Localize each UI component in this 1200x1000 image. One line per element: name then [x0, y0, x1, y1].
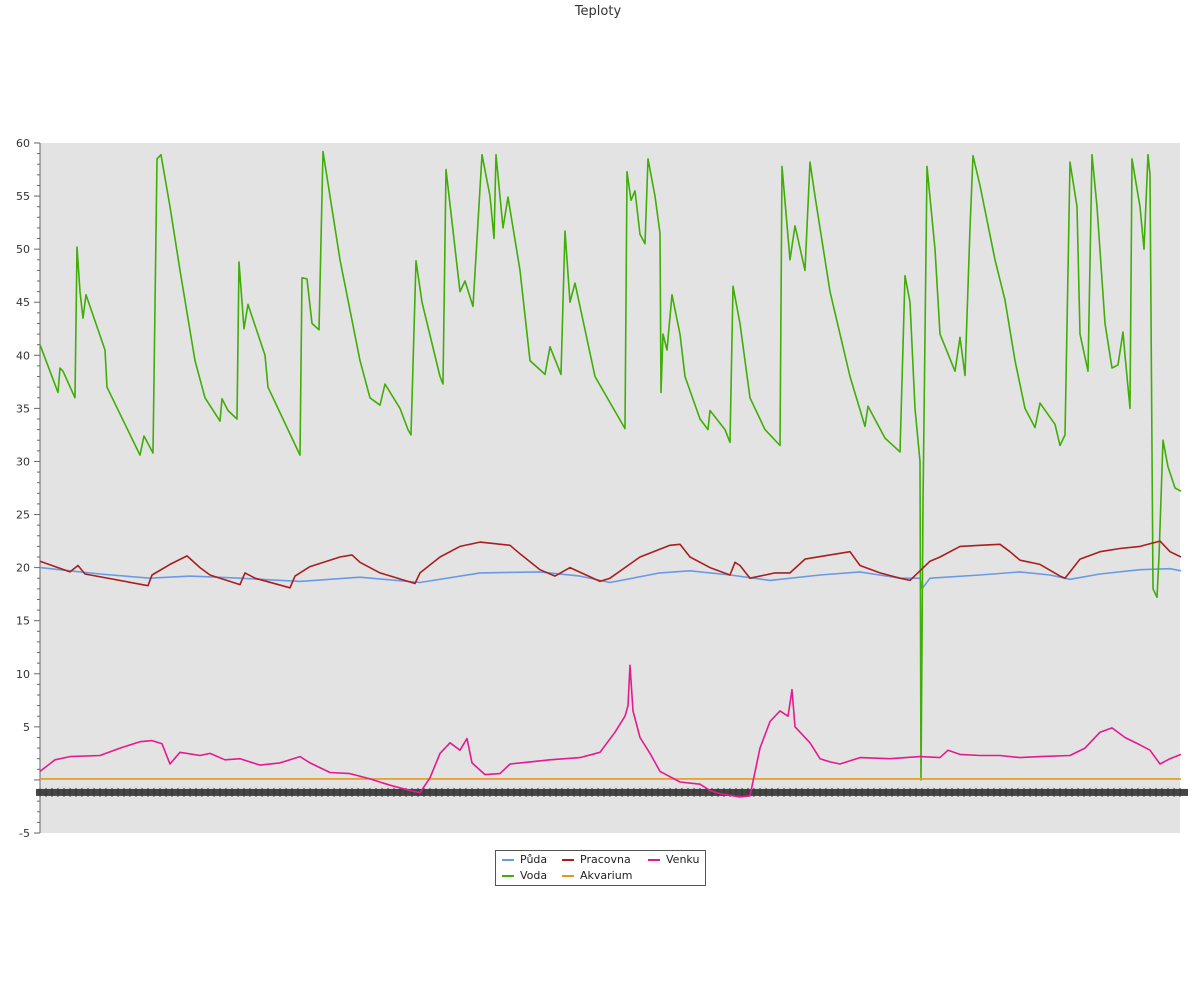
series-layer [39, 150, 1182, 798]
legend-label: Akvarium [580, 869, 633, 882]
plot-area [40, 143, 1180, 833]
legend-swatch [502, 875, 514, 877]
legend-label: Venku [666, 853, 700, 866]
legend-item: Pracovna [562, 853, 631, 867]
legend-label: Půda [520, 853, 548, 866]
y-tick-label: 60 [16, 137, 30, 150]
legend-item: Venku [648, 853, 699, 867]
y-tick-label: 55 [16, 190, 30, 203]
y-tick-label: 45 [16, 296, 30, 309]
y-tick-label: 35 [16, 402, 30, 415]
legend: Půda Pracovna Venku Voda Akvarium [495, 850, 706, 886]
x-axis [36, 787, 1188, 797]
y-tick-label: 30 [16, 455, 30, 468]
legend-swatch [648, 859, 660, 861]
x-tick-labels-overlapping [36, 788, 1188, 796]
legend-item: Akvarium [562, 869, 632, 883]
y-tick-label: 25 [16, 509, 30, 522]
legend-item: Půda [502, 853, 547, 867]
legend-label: Pracovna [580, 853, 631, 866]
series-line-venku [39, 664, 1182, 798]
y-axis: -5 5 10 15 20 25 30 35 40 45 50 55 60 [16, 137, 41, 840]
series-line-pracovna [39, 540, 1182, 589]
legend-swatch [502, 859, 514, 861]
y-tick-label: 15 [16, 615, 30, 628]
legend-swatch [562, 875, 574, 877]
legend-swatch [562, 859, 574, 861]
y-tick-label: 40 [16, 349, 30, 362]
series-line-voda [39, 150, 1182, 781]
chart-title: Teploty [574, 4, 622, 19]
y-tick-label: 20 [16, 562, 30, 575]
legend-item: Voda [502, 869, 547, 883]
y-tick-label: -5 [19, 827, 30, 840]
y-tick-label: 50 [16, 243, 30, 256]
legend-label: Voda [520, 869, 548, 882]
y-tick-label: 10 [16, 668, 30, 681]
y-tick-label: 5 [23, 721, 30, 734]
